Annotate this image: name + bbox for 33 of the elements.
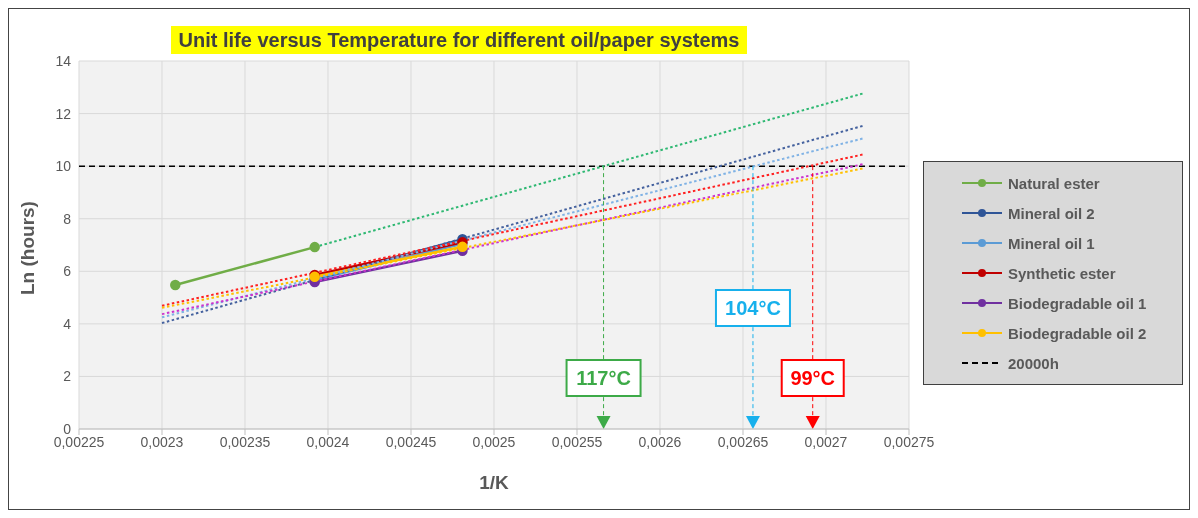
y-tick-label: 2 — [63, 368, 72, 385]
x-tick-label: 0,00235 — [219, 433, 271, 450]
x-tick-label: 0,0026 — [638, 433, 682, 450]
x-tick-label: 0,00255 — [551, 433, 603, 450]
ref-line-label: 117°C — [576, 367, 631, 389]
legend-label: 20000h — [1008, 354, 1059, 372]
x-tick-label: 0,0027 — [804, 433, 848, 450]
ref-line-label: 104°C — [725, 297, 781, 319]
y-tick-label: 12 — [55, 105, 72, 122]
y-tick-label: 6 — [63, 263, 72, 280]
x-tick-label: 0,0024 — [306, 433, 350, 450]
ref-line-label: 99°C — [790, 367, 836, 389]
callout-box: 104°C — [714, 289, 791, 327]
legend-label: Synthetic ester — [1008, 264, 1116, 282]
legend-label: Biodegradable oil 1 — [1008, 294, 1147, 312]
x-tick-label: 0,00245 — [385, 433, 437, 450]
x-tick-label: 0,00265 — [717, 433, 769, 450]
x-tick-label: 0,0025 — [472, 433, 516, 450]
callout-box: 117°C — [565, 359, 642, 397]
legend-label: Biodegradable oil 2 — [1008, 324, 1147, 342]
chart-title: Unit life versus Temperature for different oil/paper systems — [170, 26, 748, 54]
callout-box: 99°C — [780, 359, 845, 397]
x-tick-label: 0,00275 — [883, 433, 935, 450]
x-tick-label: 0,0023 — [140, 433, 184, 450]
y-tick-label: 14 — [55, 52, 72, 69]
legend-label: Natural ester — [1008, 174, 1100, 192]
y-tick-label: 8 — [63, 210, 72, 227]
y-tick-label: 10 — [55, 158, 72, 175]
legend-label: Mineral oil 2 — [1008, 204, 1095, 222]
x-axis-title: 1/K — [479, 472, 510, 493]
y-tick-label: 4 — [63, 315, 72, 332]
y-axis-title: Ln (hours) — [16, 201, 38, 295]
legend-label: Mineral oil 1 — [1008, 234, 1095, 252]
